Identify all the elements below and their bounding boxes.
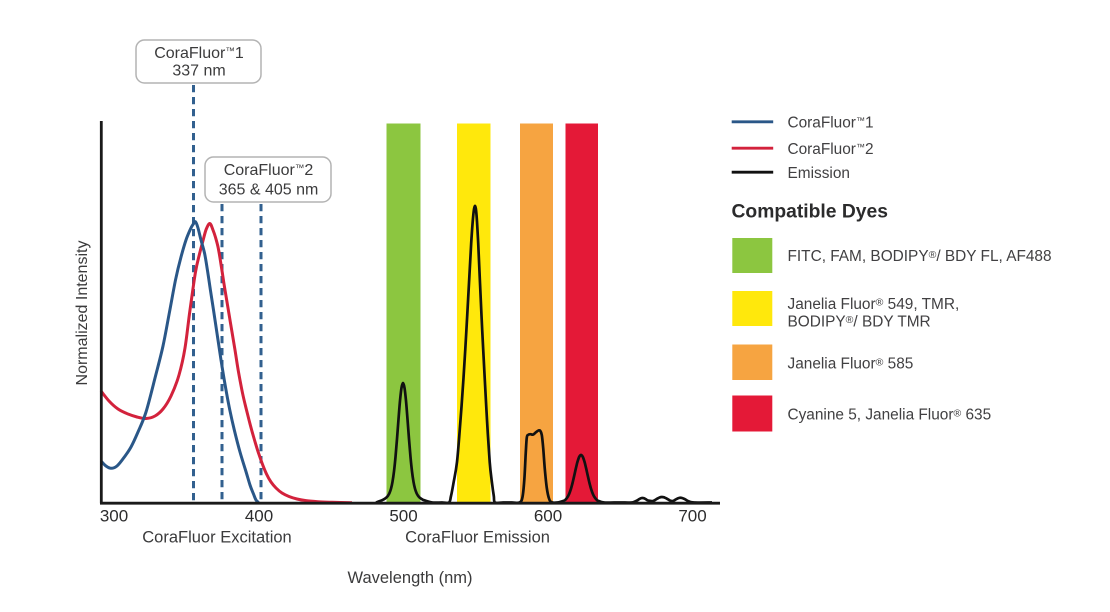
- svg-text:300: 300: [100, 506, 128, 525]
- svg-text:365 & 405 nm: 365 & 405 nm: [219, 181, 319, 198]
- svg-text:Compatible Dyes: Compatible Dyes: [732, 202, 888, 223]
- svg-text:Wavelength (nm): Wavelength (nm): [347, 569, 472, 587]
- svg-text:BODIPY®/ BDY TMR: BODIPY®/ BDY TMR: [788, 313, 931, 330]
- svg-text:500: 500: [389, 506, 417, 525]
- svg-text:CoraFluor™1: CoraFluor™1: [154, 45, 244, 62]
- svg-text:Emission: Emission: [788, 165, 850, 182]
- svg-text:FITC, FAM, BODIPY®/ BDY FL, AF: FITC, FAM, BODIPY®/ BDY FL, AF488: [788, 248, 1052, 265]
- svg-text:700: 700: [678, 506, 706, 525]
- svg-text:337 nm: 337 nm: [172, 63, 225, 80]
- svg-text:CoraFluor Emission: CoraFluor Emission: [405, 528, 550, 546]
- svg-text:Cyanine 5, Janelia Fluor® 635: Cyanine 5, Janelia Fluor® 635: [788, 407, 992, 424]
- svg-text:Janelia Fluor® 549, TMR,: Janelia Fluor® 549, TMR,: [788, 296, 960, 313]
- svg-text:Janelia Fluor® 585: Janelia Fluor® 585: [788, 356, 914, 373]
- svg-text:400: 400: [245, 506, 273, 525]
- svg-text:CoraFluor Excitation: CoraFluor Excitation: [142, 528, 291, 546]
- svg-text:600: 600: [534, 506, 562, 525]
- svg-text:CoraFluor™2: CoraFluor™2: [788, 141, 874, 158]
- svg-text:CoraFluor™1: CoraFluor™1: [788, 114, 874, 131]
- svg-text:Normalized Intensity: Normalized Intensity: [74, 241, 91, 386]
- svg-text:CoraFluor™2: CoraFluor™2: [224, 162, 314, 179]
